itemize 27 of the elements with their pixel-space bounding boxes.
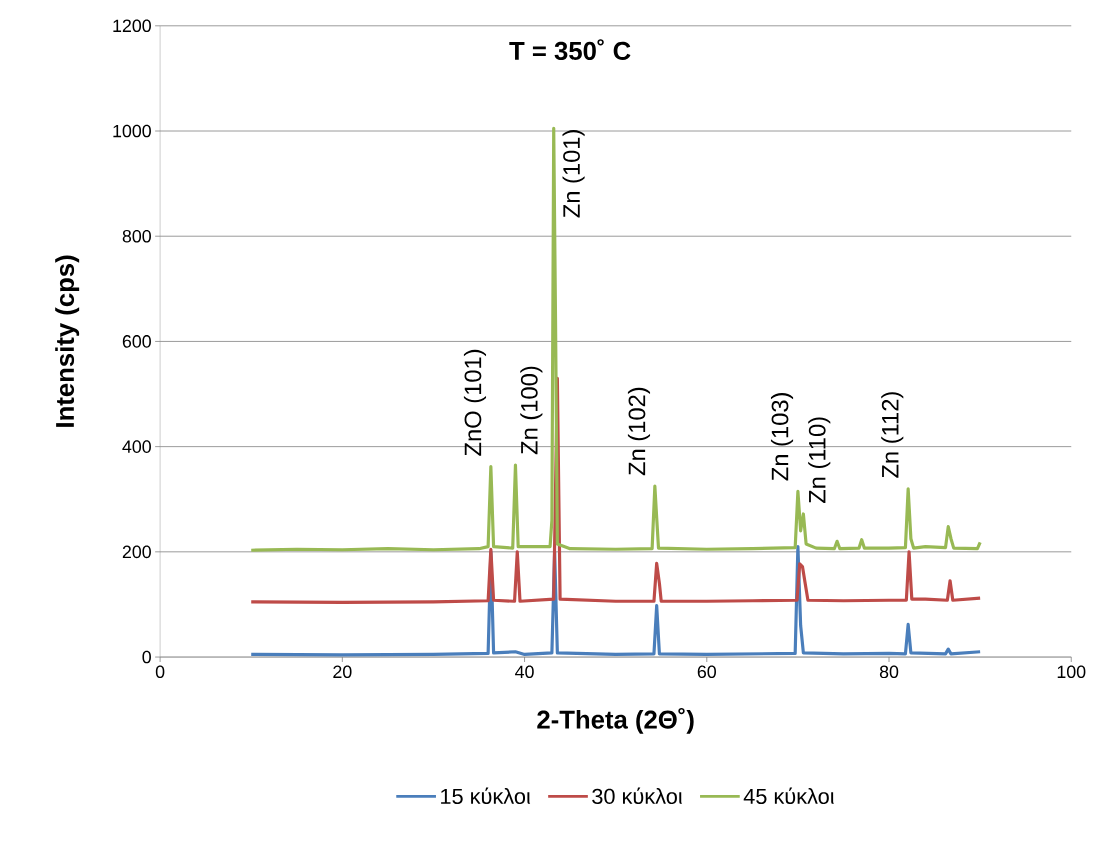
y-tick-label: 1200 <box>113 19 151 33</box>
x-tick-label: 100 <box>1057 665 1086 679</box>
y-tick-label: 600 <box>122 335 151 348</box>
y-axis-title: Intensity (cps) <box>55 255 80 428</box>
annotation: Zn (112) <box>881 392 904 479</box>
annotation: Zn (103) <box>770 393 794 481</box>
annotation: Zn (101) <box>562 130 585 218</box>
legend-label: 15 κύκλοι <box>441 787 531 805</box>
y-tick-label: 0 <box>142 650 151 664</box>
y-tick-label: 200 <box>122 545 151 559</box>
x-tick-label: 20 <box>333 665 352 679</box>
x-axis-title: 2-Theta (2Θ˚) <box>537 708 694 735</box>
annotation: Zn (100) <box>520 366 543 455</box>
x-tick-label: 0 <box>155 665 165 679</box>
annotation: ZnO (101) <box>463 350 487 456</box>
y-tick-label: 1000 <box>113 124 151 138</box>
legend-label: 45 κύκλοι <box>743 787 834 805</box>
y-tick-label: 400 <box>122 440 151 454</box>
legend-label: 30 κύκλοι <box>592 787 683 805</box>
line-series <box>249 126 982 553</box>
x-tick-label: 60 <box>697 665 716 679</box>
chart-title: T = 350˚ C <box>509 39 631 61</box>
annotation: Zn (110) <box>808 417 831 504</box>
x-tick-label: 40 <box>515 665 534 679</box>
y-tick-label: 800 <box>122 230 151 243</box>
x-tick-label: 80 <box>879 665 899 679</box>
annotation: Zn (102) <box>627 387 651 476</box>
